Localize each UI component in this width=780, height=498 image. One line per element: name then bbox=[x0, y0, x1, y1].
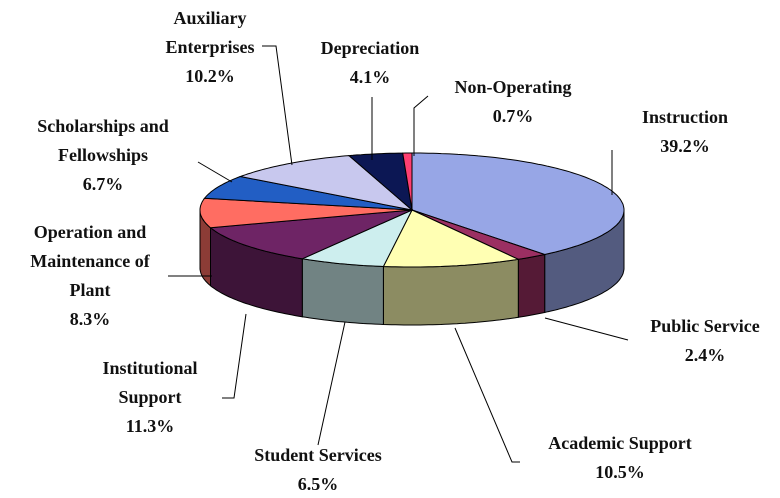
slice bbox=[199, 197, 413, 229]
slice-label: Scholarships and Fellowships 6.7% bbox=[8, 112, 198, 199]
category-name: Non-Operating bbox=[454, 77, 572, 97]
slice-label: Non-Operating 0.7% bbox=[438, 73, 588, 131]
slice-label: Student Services 6.5% bbox=[218, 441, 418, 498]
category-name: Instruction bbox=[641, 107, 728, 127]
slice bbox=[209, 209, 413, 260]
value-label: 10.2% bbox=[185, 66, 235, 86]
leader-line bbox=[454, 327, 520, 463]
slice bbox=[347, 152, 413, 212]
value-label: 8.3% bbox=[69, 309, 111, 329]
slice bbox=[238, 155, 414, 211]
slice bbox=[402, 152, 413, 211]
slice-label: Auxiliary Enterprises 10.2% bbox=[145, 4, 275, 91]
category-name: Institutional Support bbox=[102, 358, 198, 407]
slice bbox=[411, 209, 547, 260]
value-label: 39.2% bbox=[660, 136, 710, 156]
slice-label: Institutional Support 11.3% bbox=[75, 354, 225, 441]
category-name: Student Services bbox=[254, 445, 382, 465]
category-name: Depreciation bbox=[320, 38, 420, 58]
slice bbox=[382, 209, 520, 268]
slice-label: Instruction 39.2% bbox=[610, 103, 760, 161]
leader-line bbox=[544, 317, 629, 341]
slice-label: Public Service 2.4% bbox=[630, 312, 780, 370]
value-label: 6.5% bbox=[297, 474, 339, 494]
category-name: Scholarships and Fellowships bbox=[37, 116, 169, 165]
slice-label: Depreciation 4.1% bbox=[295, 34, 445, 92]
leader-line bbox=[413, 95, 429, 156]
value-label: 6.7% bbox=[82, 174, 124, 194]
slice-side bbox=[301, 258, 384, 326]
category-name: Auxiliary Enterprises bbox=[165, 8, 255, 57]
value-label: 4.1% bbox=[349, 67, 391, 87]
leader-line bbox=[197, 161, 233, 183]
value-label: 10.5% bbox=[595, 462, 645, 482]
slice-label: Operation and Maintenance of Plant 8.3% bbox=[10, 218, 170, 334]
leader-line bbox=[262, 45, 293, 166]
slice bbox=[300, 208, 414, 268]
category-name: Public Service bbox=[650, 316, 760, 336]
slice-side bbox=[517, 253, 546, 318]
category-name: Operation and Maintenance of Plant bbox=[30, 222, 150, 300]
category-name: Academic Support bbox=[548, 433, 692, 453]
leader-line bbox=[222, 313, 247, 399]
value-label: 2.4% bbox=[684, 345, 726, 365]
slice-label: Academic Support 10.5% bbox=[520, 429, 720, 487]
value-label: 0.7% bbox=[492, 106, 534, 126]
slice bbox=[203, 175, 413, 211]
slice-side bbox=[382, 258, 519, 326]
leader-line bbox=[317, 321, 346, 446]
value-label: 11.3% bbox=[125, 416, 175, 436]
